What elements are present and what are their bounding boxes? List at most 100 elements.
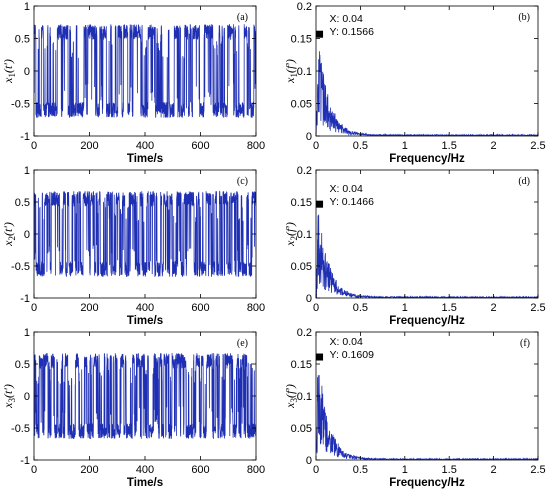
x-tick-label: 0.5 bbox=[353, 464, 368, 476]
datatip-marker bbox=[316, 200, 324, 208]
x-tick-label: 2 bbox=[491, 140, 497, 152]
y-tick-label: 0 bbox=[24, 66, 30, 78]
x-tick-label: 0 bbox=[313, 140, 319, 152]
y-label-base: x bbox=[283, 77, 297, 84]
y-tick-label: 0.5 bbox=[15, 359, 30, 371]
y-label-base: x bbox=[1, 402, 15, 409]
panel-label: (c) bbox=[237, 176, 248, 187]
x-axis-label: Frequency/Hz bbox=[389, 315, 465, 327]
y-label-base: x bbox=[283, 240, 297, 247]
x-tick-label: 1 bbox=[402, 140, 408, 152]
y-tick-label: -0.5 bbox=[11, 423, 30, 435]
y-tick-label: 0.15 bbox=[291, 197, 312, 209]
y-tick-label: 0 bbox=[24, 391, 30, 403]
y-label-subscript: 3 bbox=[7, 398, 17, 403]
y-tick-label: 0.2 bbox=[297, 1, 312, 13]
y-tick-label: 0.15 bbox=[291, 359, 312, 371]
x-tick-label: 1.5 bbox=[442, 464, 457, 476]
y-tick-label: -0.5 bbox=[11, 99, 30, 111]
series-line bbox=[316, 375, 538, 460]
datatip-x: X: 0.04 bbox=[330, 13, 363, 25]
panel-label: (a) bbox=[237, 12, 248, 23]
x-tick-label: 200 bbox=[80, 464, 98, 476]
y-tick-label: 0.05 bbox=[291, 99, 312, 111]
datatip-y: Y: 0.1609 bbox=[330, 349, 375, 361]
y-tick-label: 0.05 bbox=[291, 423, 312, 435]
y-label-argument: (f') bbox=[283, 222, 297, 236]
chart-panel-f: 0 0.5 1 1.5 2 2.5 0.2 0.15 0.1 0.05 0 (f) Frequency/… bbox=[283, 327, 546, 489]
x-tick-label: 400 bbox=[136, 302, 154, 314]
datatip-y: Y: 0.1466 bbox=[330, 196, 375, 208]
x-tick-label: 400 bbox=[136, 464, 154, 476]
x-axis-label: Frequency/Hz bbox=[389, 477, 465, 489]
x-axis-label: Time/s bbox=[127, 153, 163, 165]
panel-label: (b) bbox=[518, 12, 530, 23]
datatip-x: X: 0.04 bbox=[330, 183, 363, 195]
y-label-subscript: 1 bbox=[7, 73, 17, 78]
series-line bbox=[316, 214, 538, 298]
datatip-marker bbox=[316, 353, 324, 361]
y-tick-label: 0 bbox=[24, 229, 30, 241]
panel-label: (e) bbox=[237, 338, 248, 349]
y-tick-label: -1 bbox=[20, 293, 30, 305]
y-tick-label: -0.5 bbox=[11, 261, 30, 273]
x-tick-label: 0.5 bbox=[353, 302, 368, 314]
x-tick-label: 600 bbox=[191, 140, 209, 152]
y-tick-label: 0.5 bbox=[15, 197, 30, 209]
y-tick-label: 0.1 bbox=[297, 66, 312, 78]
x-tick-label: 2.5 bbox=[530, 140, 545, 152]
y-tick-label: 0.05 bbox=[291, 261, 312, 273]
x-tick-label: 400 bbox=[136, 140, 154, 152]
series-line bbox=[34, 23, 256, 118]
y-tick-label: 0.2 bbox=[297, 327, 312, 339]
panel-label: (f) bbox=[520, 338, 530, 349]
y-tick-label: 0 bbox=[306, 455, 312, 467]
x-tick-label: 1 bbox=[402, 302, 408, 314]
x-tick-label: 2 bbox=[491, 464, 497, 476]
y-tick-label: 1 bbox=[24, 165, 30, 177]
series-line bbox=[34, 353, 256, 440]
x-tick-label: 200 bbox=[80, 302, 98, 314]
y-tick-label: 1 bbox=[24, 327, 30, 339]
x-axis-label: Time/s bbox=[127, 315, 163, 327]
y-tick-label: -1 bbox=[20, 455, 30, 467]
y-axis-label: x3(f') bbox=[283, 384, 299, 409]
series-line bbox=[34, 190, 256, 278]
x-tick-label: 2 bbox=[491, 302, 497, 314]
y-label-base: x bbox=[1, 77, 15, 84]
y-label-argument: (f') bbox=[283, 59, 297, 73]
chart-panel-b: 0 0.5 1 1.5 2 2.5 0.2 0.15 0.1 0.05 0 (b) Frequency/… bbox=[283, 1, 546, 165]
y-tick-label: 0 bbox=[306, 293, 312, 305]
y-label-base: x bbox=[1, 240, 15, 247]
x-tick-label: 0 bbox=[31, 302, 37, 314]
x-tick-label: 1.5 bbox=[442, 140, 457, 152]
x-tick-label: 1.5 bbox=[442, 302, 457, 314]
y-tick-label: 0.1 bbox=[297, 229, 312, 241]
y-label-subscript: 1 bbox=[289, 73, 299, 78]
y-label-argument: (t') bbox=[1, 222, 15, 236]
x-axis-label: Time/s bbox=[127, 477, 163, 489]
chart-panel-d: 0 0.5 1 1.5 2 2.5 0.2 0.15 0.1 0.05 0 (d) Frequency/… bbox=[283, 165, 546, 327]
y-label-argument: (t') bbox=[1, 384, 15, 398]
x-tick-label: 600 bbox=[191, 302, 209, 314]
datatip-marker bbox=[316, 30, 324, 38]
y-tick-label: 0.2 bbox=[297, 165, 312, 177]
x-tick-label: 0 bbox=[31, 140, 37, 152]
datatip-x: X: 0.04 bbox=[330, 336, 363, 348]
x-tick-label: 2.5 bbox=[530, 302, 545, 314]
y-label-base: x bbox=[283, 402, 297, 409]
y-tick-label: 0.15 bbox=[291, 34, 312, 46]
y-tick-label: 0 bbox=[306, 131, 312, 143]
x-tick-label: 0 bbox=[313, 464, 319, 476]
y-axis-label: x3(t') bbox=[1, 384, 17, 409]
x-tick-label: 800 bbox=[247, 464, 265, 476]
x-tick-label: 2.5 bbox=[530, 464, 545, 476]
chart-panel-c: 0 200 400 600 800 1 0.5 0 -0.5 -1 (c) Time/s x2(t') bbox=[1, 165, 265, 327]
y-label-subscript: 2 bbox=[289, 236, 299, 241]
y-label-subscript: 3 bbox=[289, 398, 299, 403]
y-label-argument: (f') bbox=[283, 384, 297, 398]
y-axis-label: x1(f') bbox=[283, 59, 299, 84]
x-tick-label: 800 bbox=[247, 140, 265, 152]
